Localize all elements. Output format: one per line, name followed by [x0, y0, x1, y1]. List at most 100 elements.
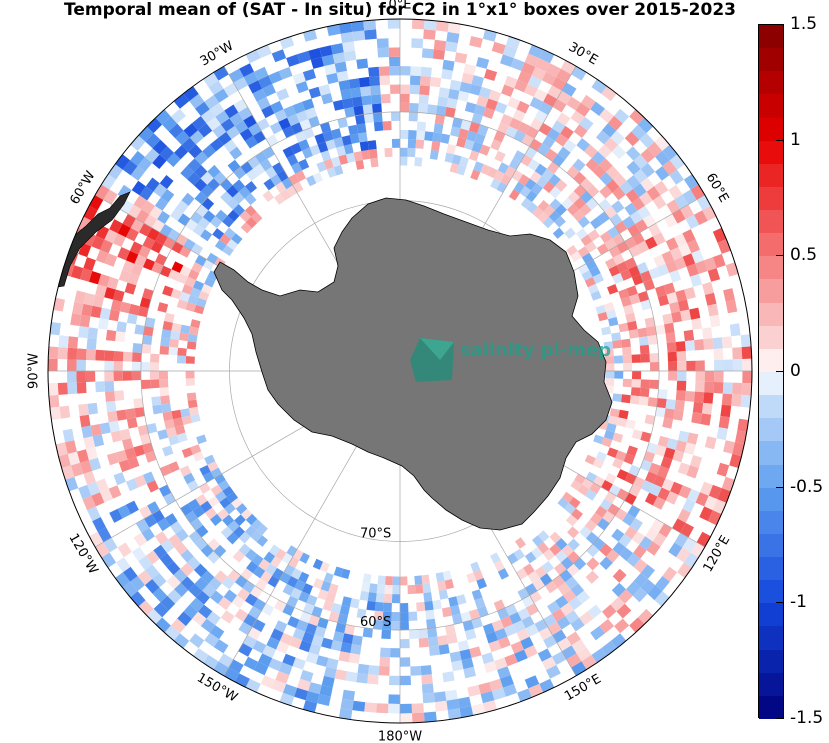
bias-cell [446, 633, 458, 645]
bias-cell [538, 627, 553, 641]
bias-cell [565, 514, 578, 527]
bias-cell [622, 346, 632, 356]
bias-cell [106, 452, 119, 466]
bias-cell [606, 422, 617, 433]
bias-cell [122, 351, 133, 362]
bias-cell [125, 227, 139, 242]
bias-cell [517, 71, 532, 84]
bias-cell [645, 471, 658, 484]
bias-cell [181, 284, 193, 295]
bias-cell [212, 124, 227, 138]
bias-cell [193, 280, 205, 291]
bias-cell [67, 382, 78, 395]
bias-cell [653, 254, 666, 268]
bias-cell [203, 654, 219, 670]
bias-cell [469, 84, 482, 96]
longitude-label: 150°E [562, 672, 604, 705]
bias-cell [305, 691, 320, 704]
bias-cell [85, 371, 96, 382]
bias-cell [599, 158, 613, 172]
bias-cell [641, 480, 654, 493]
bias-cell [418, 94, 429, 105]
bias-cell [134, 254, 147, 268]
bias-cell [137, 306, 149, 318]
bias-cell [560, 556, 574, 570]
bias-cell [400, 93, 410, 103]
bias-cell [534, 619, 548, 633]
bias-cell [168, 435, 180, 446]
bias-cell [162, 116, 178, 132]
bias-cell [408, 130, 417, 140]
bias-cell [330, 43, 344, 55]
bias-cell [147, 501, 160, 515]
bias-cell [180, 408, 191, 418]
bias-cell [655, 150, 670, 166]
bias-cell [303, 700, 318, 713]
bias-cell [578, 263, 590, 275]
bias-cell [168, 346, 178, 356]
bias-cell [587, 229, 600, 242]
bias-cell [704, 495, 718, 511]
bias-cell [348, 653, 361, 664]
bias-cell [407, 139, 417, 149]
bias-cell [694, 210, 708, 225]
bias-cell [459, 706, 474, 718]
bias-cell [505, 603, 518, 616]
bias-cell [213, 66, 229, 81]
bias-cell [274, 193, 285, 205]
bias-cell [565, 610, 580, 624]
bias-cell [721, 336, 733, 349]
bias-cell [196, 590, 210, 605]
bias-cell [131, 546, 146, 562]
bias-cell [675, 341, 686, 352]
bias-cell [729, 453, 742, 468]
bias-cell [654, 591, 670, 607]
bias-cell [581, 654, 597, 670]
bias-cell [180, 165, 194, 180]
bias-cell [599, 618, 615, 634]
bias-cell [202, 471, 215, 483]
bias-cell [204, 632, 220, 648]
bias-cell [160, 189, 175, 203]
bias-cell [135, 209, 150, 224]
bias-cell [482, 700, 497, 713]
bias-cell [341, 596, 352, 607]
bias-cell [125, 478, 139, 492]
bias-cell [218, 596, 232, 611]
bias-cell [91, 492, 105, 507]
bias-cell [411, 38, 424, 49]
bias-cell [193, 648, 209, 663]
bias-cell [445, 106, 456, 118]
colorbar-tick-mark [776, 718, 784, 719]
bias-cell [536, 175, 549, 188]
bias-cell [170, 618, 186, 634]
bias-cell [471, 141, 483, 153]
bias-cell [263, 551, 276, 564]
bias-cell [662, 313, 674, 325]
bias-cell [654, 180, 669, 196]
bias-cell [253, 566, 266, 579]
bias-cell [318, 84, 331, 96]
bias-cell [233, 526, 245, 538]
bias-cell [239, 210, 252, 223]
bias-cell [104, 229, 118, 244]
bias-cell [640, 459, 652, 472]
bias-cell [712, 337, 723, 350]
bias-cell [491, 687, 506, 701]
bias-cell [567, 538, 580, 551]
bias-cell [556, 616, 571, 630]
bias-cell [626, 146, 641, 161]
bias-cell [248, 80, 263, 94]
bias-cell [142, 471, 155, 484]
bias-cell [334, 669, 347, 681]
bias-cell [372, 619, 383, 630]
bias-cell [647, 397, 658, 408]
bias-cell [586, 557, 600, 571]
bias-cell [629, 109, 645, 125]
bias-cell [298, 591, 310, 603]
bias-cell [301, 583, 313, 595]
bias-cell [113, 361, 123, 371]
bias-cell [137, 156, 153, 172]
bias-cell [125, 408, 136, 420]
bias-cell [571, 508, 583, 521]
